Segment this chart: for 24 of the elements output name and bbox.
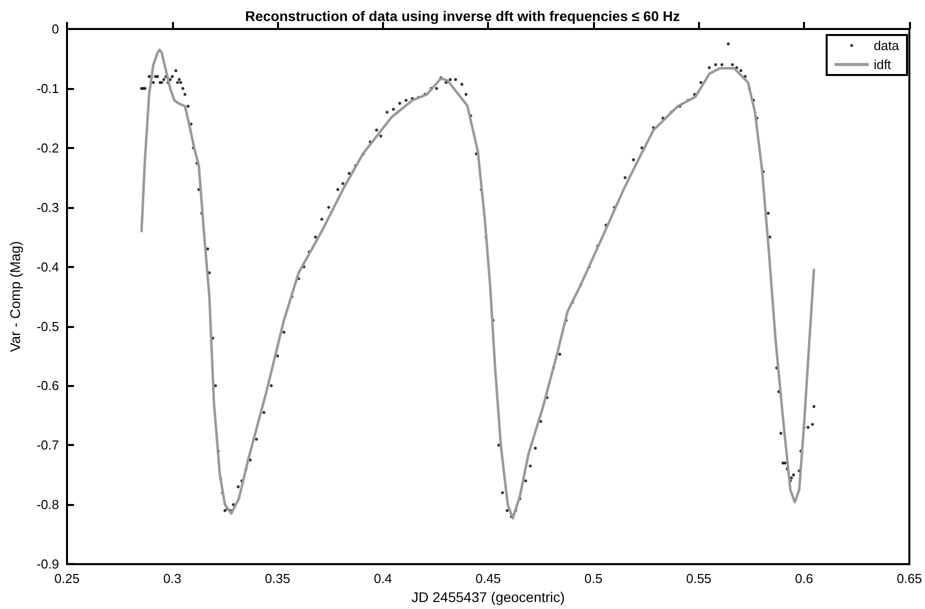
x-tick-label: 0.25 [54,571,80,586]
x-tick-label: 0.45 [476,571,501,586]
y-tick-label: -0.6 [36,378,59,394]
y-tick-label: -0.7 [36,438,59,453]
x-tick-label: 0.65 [896,571,922,586]
x-tick-label: 0.6 [795,571,814,586]
y-tick-label: -0.4 [36,259,59,274]
x-tick-label: 0.3 [163,571,182,586]
x-tick-label: 0.55 [686,571,712,586]
y-tick-label: -0.5 [36,318,59,334]
x-axis-title: JD 2455437 (geocentric) [412,589,565,605]
chart-title: Reconstruction of data using inverse dft with frequencies ≤ 60 Hz [245,8,680,24]
y-axis-title: Var - Comp (Mag) [7,241,23,352]
x-tick-label: 0.35 [264,571,290,586]
y-tick-label: -0.8 [36,497,59,512]
y-tick-label: -0.2 [36,140,59,156]
legend-label: data [874,38,900,53]
x-tick-label: 0.5 [584,571,603,586]
legend-label: idft [874,57,892,72]
y-tick-label: 0 [52,22,59,36]
y-tick-label: -0.3 [36,200,59,215]
y-tick-label: -0.9 [36,556,59,572]
x-tick-label: 0.4 [374,571,392,586]
y-tick-label: -0.1 [36,80,59,96]
